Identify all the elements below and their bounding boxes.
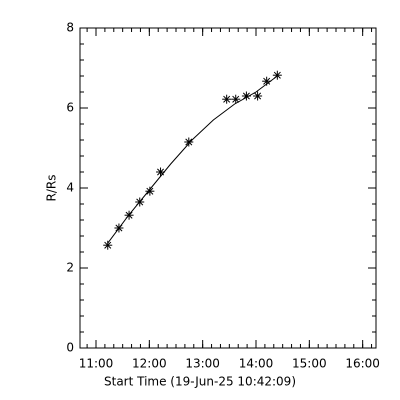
asterisk-stroke: [223, 95, 231, 103]
data-point: [231, 94, 241, 104]
asterisk-stroke: [254, 92, 262, 100]
x-tick-label: 11:00: [79, 357, 114, 371]
data-point: [184, 137, 194, 147]
x-tick-label: 12:00: [132, 357, 167, 371]
plot-frame: [79, 27, 377, 349]
y-tick-label: 6: [66, 101, 74, 115]
data-point: [145, 186, 155, 196]
x-tick-label: 13:00: [185, 357, 220, 371]
asterisk-stroke: [104, 241, 112, 249]
x-axis-label: Start Time (19-Jun-25 10:42:09): [104, 375, 296, 389]
x-tick-label: 14:00: [239, 357, 274, 371]
asterisk-stroke: [146, 187, 154, 195]
asterisk-stroke: [263, 77, 271, 85]
y-axis-label: R/Rs: [45, 175, 59, 202]
asterisk-stroke: [232, 95, 240, 103]
fit-line: [107, 75, 278, 244]
y-tick-label: 2: [66, 261, 74, 275]
asterisk-stroke: [185, 138, 193, 146]
y-tick-label: 8: [66, 21, 74, 35]
y-tick-label: 0: [66, 341, 74, 355]
data-point: [222, 94, 232, 104]
data-point: [103, 240, 113, 250]
x-tick-label: 16:00: [345, 357, 380, 371]
x-tick-label: 15:00: [292, 357, 327, 371]
asterisk-stroke: [157, 168, 165, 176]
data-point: [253, 91, 263, 101]
y-tick-label: 4: [66, 181, 74, 195]
